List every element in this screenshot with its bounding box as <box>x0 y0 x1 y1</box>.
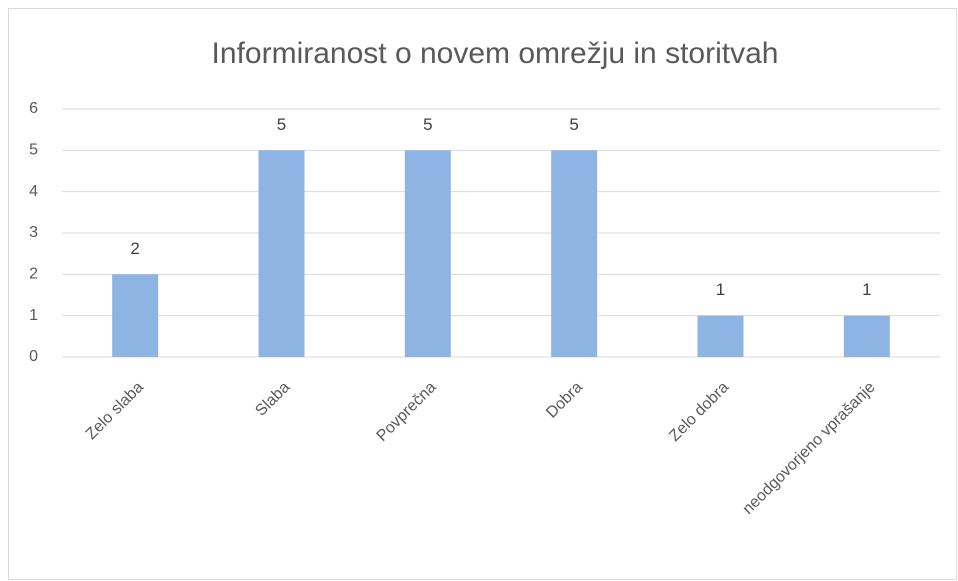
y-tick-label: 1 <box>29 307 38 324</box>
bar <box>258 150 305 357</box>
y-tick-label: 0 <box>29 348 38 365</box>
data-label: 2 <box>130 239 139 258</box>
data-label: 5 <box>277 115 286 134</box>
data-label: 1 <box>862 280 871 299</box>
data-label: 5 <box>423 115 432 134</box>
y-tick-label: 4 <box>29 183 38 200</box>
bar <box>697 315 744 357</box>
y-tick-label: 3 <box>29 224 38 241</box>
y-tick-label: 6 <box>29 100 38 117</box>
chart-frame <box>8 8 957 580</box>
bar <box>112 274 159 357</box>
y-tick-label: 5 <box>29 142 38 159</box>
data-label: 1 <box>716 280 725 299</box>
chart-title: Informiranost o novem omrežju in storitv… <box>212 37 779 70</box>
data-label: 5 <box>569 115 578 134</box>
y-tick-label: 2 <box>29 266 38 283</box>
bar <box>843 315 890 357</box>
bar <box>404 150 451 357</box>
bar <box>551 150 598 357</box>
